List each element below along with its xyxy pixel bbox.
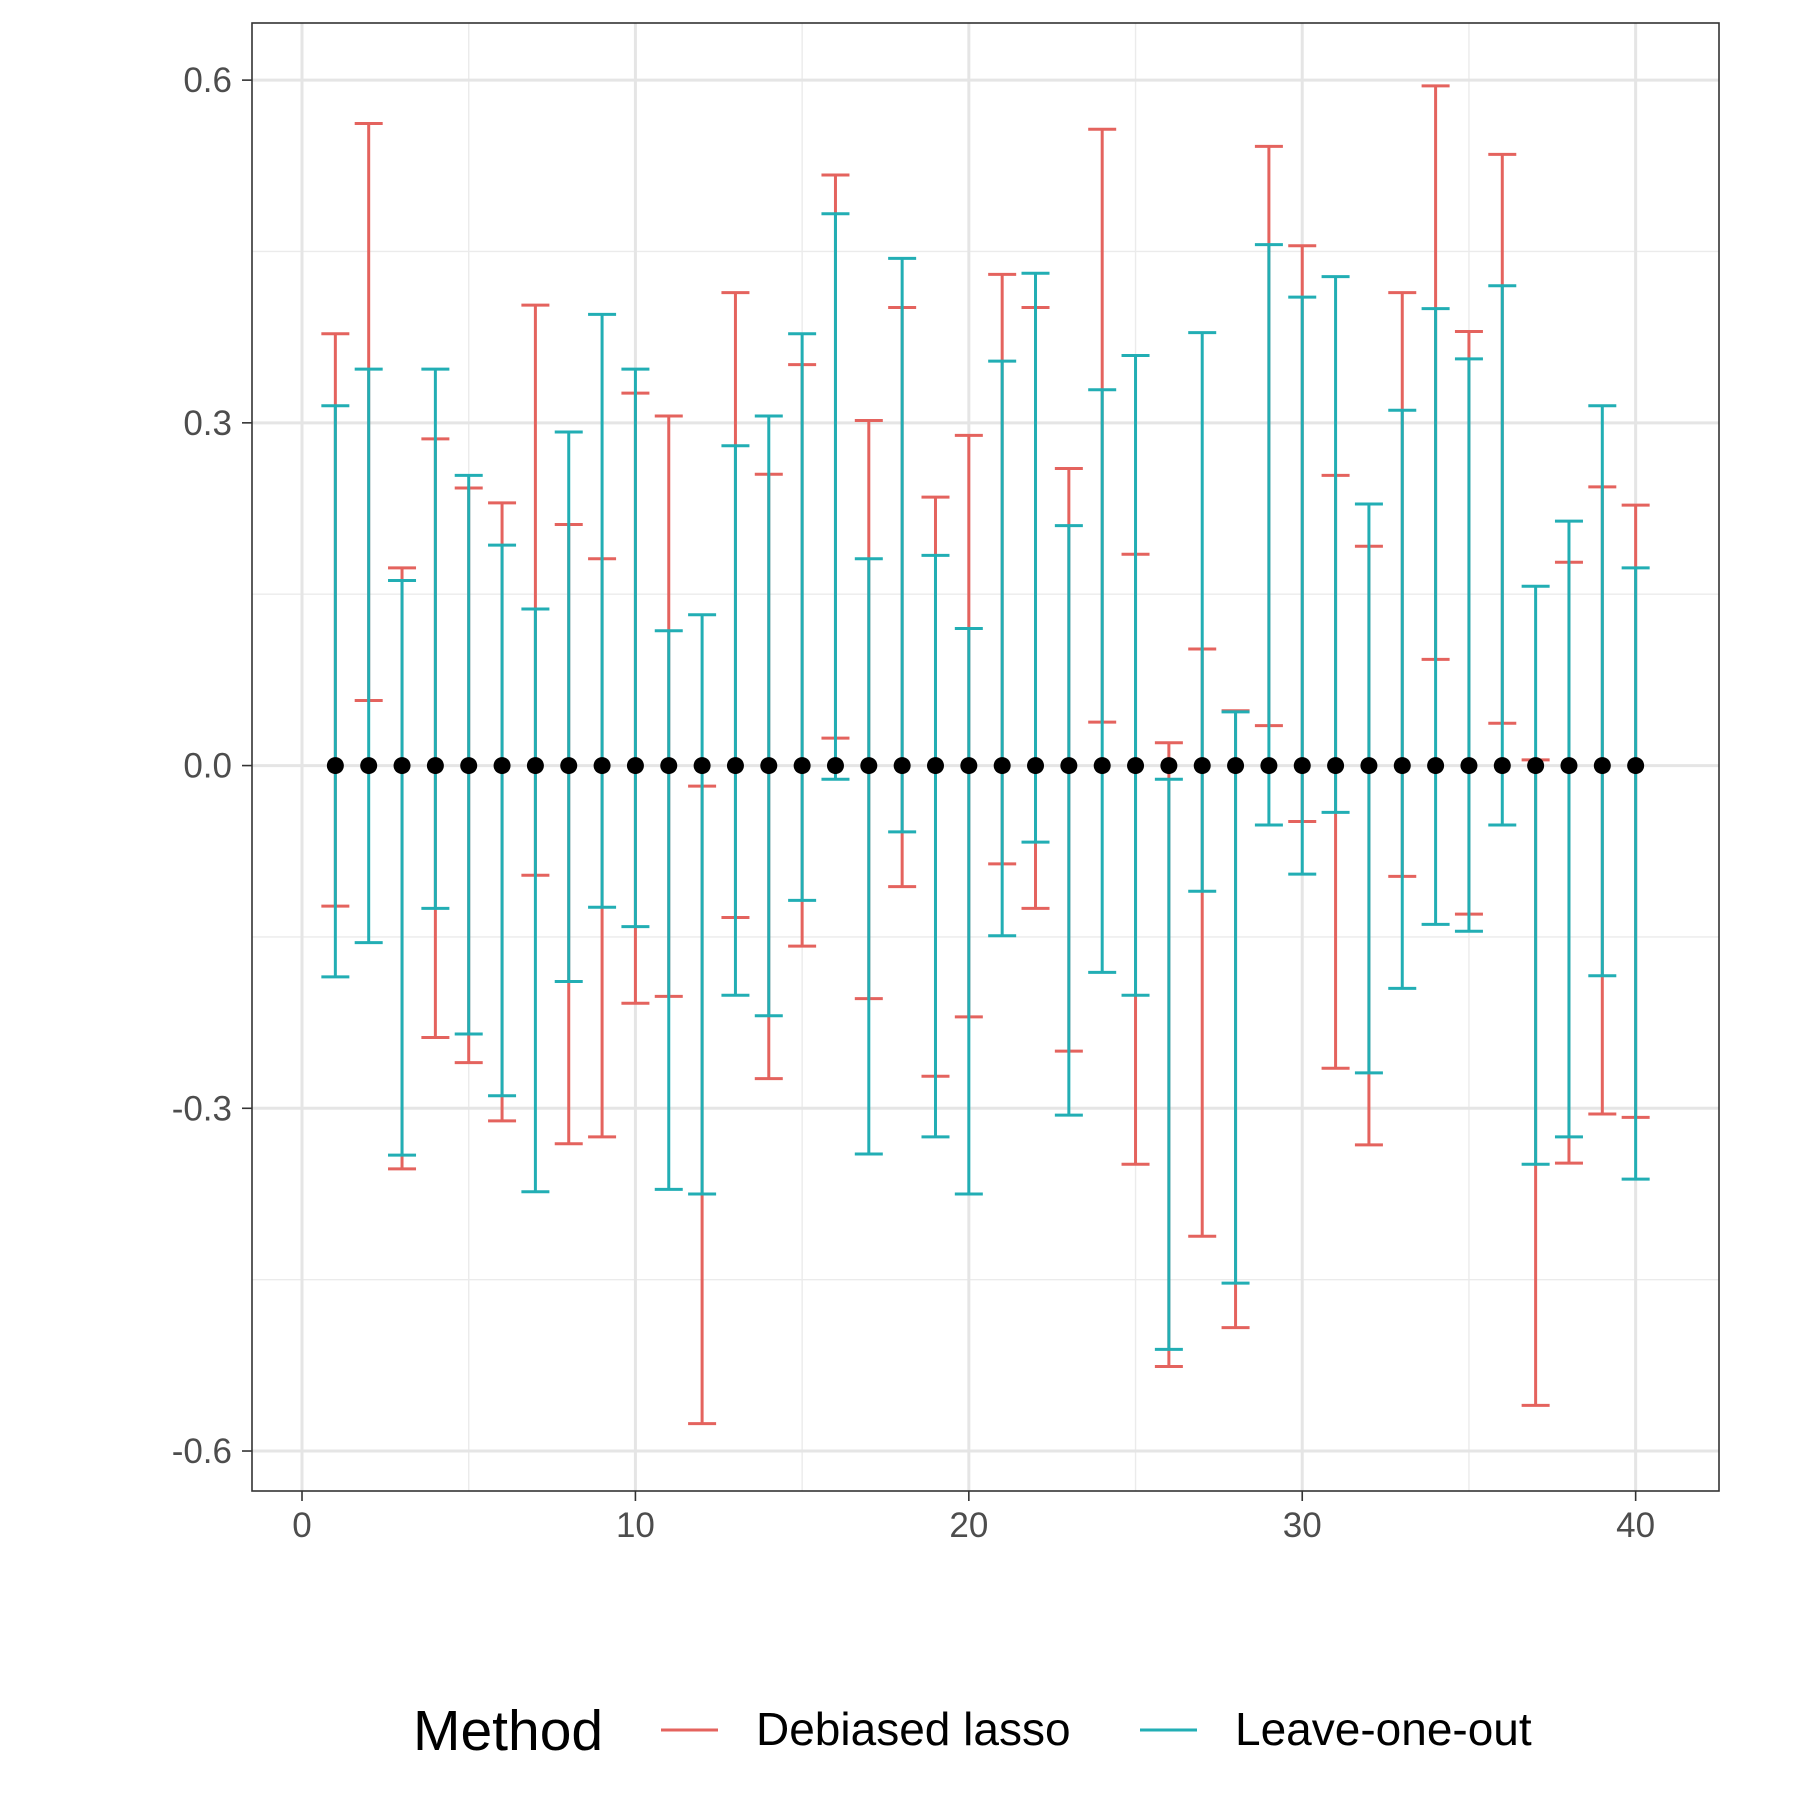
point-estimate-6 bbox=[493, 757, 511, 775]
point-estimate-4 bbox=[426, 757, 444, 775]
legend-label-debiased-lasso: Debiased lasso bbox=[756, 1703, 1071, 1755]
point-estimate-1 bbox=[326, 757, 344, 775]
point-estimate-18 bbox=[893, 757, 911, 775]
point-estimate-19 bbox=[926, 757, 944, 775]
point-estimate-37 bbox=[1527, 757, 1545, 775]
point-estimate-24 bbox=[1093, 757, 1111, 775]
point-estimate-40 bbox=[1627, 757, 1645, 775]
point-estimate-12 bbox=[693, 757, 711, 775]
point-estimate-28 bbox=[1227, 757, 1245, 775]
point-estimate-5 bbox=[460, 757, 478, 775]
point-estimate-31 bbox=[1327, 757, 1345, 775]
point-estimate-23 bbox=[1060, 757, 1078, 775]
major-gridlines bbox=[252, 23, 1719, 1491]
legend-label-leave-one-out: Leave-one-out bbox=[1235, 1703, 1532, 1755]
panel-border bbox=[251, 22, 1720, 1492]
minor-gridlines bbox=[252, 23, 1719, 1491]
y-tick-label: -0.3 bbox=[172, 1089, 232, 1128]
point-estimate-14 bbox=[760, 757, 778, 775]
point-estimate-38 bbox=[1560, 757, 1578, 775]
y-tick-label: 0.0 bbox=[183, 747, 232, 786]
point-estimate-35 bbox=[1460, 757, 1478, 775]
legend-title: Method bbox=[413, 1699, 603, 1763]
x-tick-label: 20 bbox=[949, 1506, 988, 1545]
y-axis: -0.6 -0.3 0.0 0.3 0.6 bbox=[172, 61, 252, 1471]
point-estimate-11 bbox=[660, 757, 678, 775]
y-tick-label: 0.3 bbox=[183, 404, 232, 443]
point-estimate-26 bbox=[1160, 757, 1178, 775]
x-tick-label: 40 bbox=[1616, 1506, 1655, 1545]
point-estimate-39 bbox=[1593, 757, 1611, 775]
point-estimate-2 bbox=[360, 757, 378, 775]
y-tick-label: -0.6 bbox=[172, 1432, 232, 1471]
point-estimate-13 bbox=[726, 757, 744, 775]
series-debiased-lasso bbox=[321, 84, 1650, 1426]
point-estimate-22 bbox=[1027, 757, 1045, 775]
x-tick-label: 10 bbox=[616, 1506, 655, 1545]
point-estimate-9 bbox=[593, 757, 611, 775]
y-tick-label: 0.6 bbox=[183, 61, 232, 100]
point-estimate-8 bbox=[560, 757, 578, 775]
point-estimate-15 bbox=[793, 757, 811, 775]
point-estimate-25 bbox=[1127, 757, 1145, 775]
series-leave-one-out bbox=[321, 212, 1650, 1351]
point-estimate-33 bbox=[1393, 757, 1411, 775]
x-tick-label: 30 bbox=[1283, 1506, 1322, 1545]
point-estimate-10 bbox=[626, 757, 644, 775]
point-estimate-30 bbox=[1293, 757, 1311, 775]
point-estimate-7 bbox=[526, 757, 544, 775]
point-estimate-20 bbox=[960, 757, 978, 775]
point-estimate-36 bbox=[1493, 757, 1511, 775]
point-estimate-17 bbox=[860, 757, 878, 775]
legend: Method Debiased lasso Leave-one-out bbox=[413, 1699, 1532, 1763]
point-estimate-3 bbox=[393, 757, 411, 775]
point-estimate-32 bbox=[1360, 757, 1378, 775]
x-tick-label: 0 bbox=[292, 1506, 311, 1545]
point-estimates bbox=[326, 757, 1645, 775]
point-estimate-27 bbox=[1193, 757, 1211, 775]
point-estimate-34 bbox=[1427, 757, 1445, 775]
point-estimate-21 bbox=[993, 757, 1011, 775]
point-estimate-16 bbox=[826, 757, 844, 775]
point-estimate-29 bbox=[1260, 757, 1278, 775]
x-axis: 0 10 20 30 40 bbox=[292, 1491, 1655, 1545]
